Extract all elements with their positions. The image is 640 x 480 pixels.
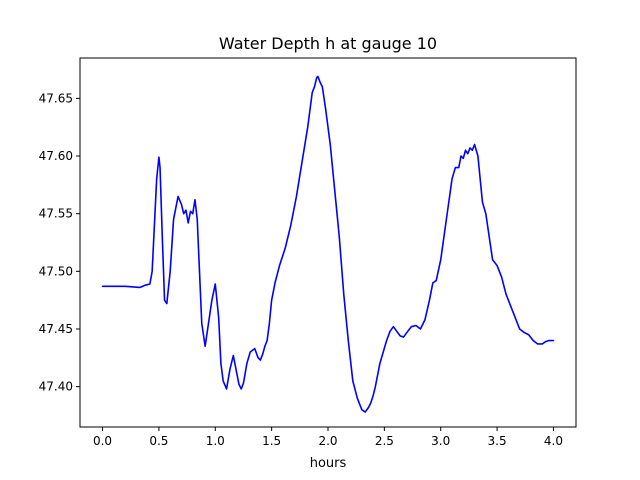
y-tick-label: 47.45 xyxy=(39,322,73,336)
y-axis: 47.40 47.45 47.50 47.55 47.60 47.65 xyxy=(39,91,80,394)
x-axis: 0.0 0.5 1.0 1.5 2.0 2.5 3.0 3.5 4.0 xyxy=(93,427,563,448)
x-tick-label: 3.5 xyxy=(488,434,507,448)
x-tick-label: 2.5 xyxy=(375,434,394,448)
series-line-water-depth xyxy=(101,75,555,413)
x-tick-label: 4.0 xyxy=(544,434,563,448)
x-tick-label: 2.0 xyxy=(318,434,337,448)
x-tick-label: 1.5 xyxy=(262,434,281,448)
y-tick-label: 47.60 xyxy=(39,149,73,163)
chart-title: Water Depth h at gauge 10 xyxy=(219,34,437,53)
y-tick-label: 47.50 xyxy=(39,264,73,278)
x-tick-label: 0.0 xyxy=(93,434,112,448)
y-tick-label: 47.55 xyxy=(39,207,73,221)
y-tick-label: 47.65 xyxy=(39,91,73,105)
x-tick-label: 1.0 xyxy=(206,434,225,448)
y-tick-label: 47.40 xyxy=(39,380,73,394)
x-tick-label: 3.0 xyxy=(431,434,450,448)
x-tick-label: 0.5 xyxy=(149,434,168,448)
x-axis-label: hours xyxy=(310,456,347,471)
